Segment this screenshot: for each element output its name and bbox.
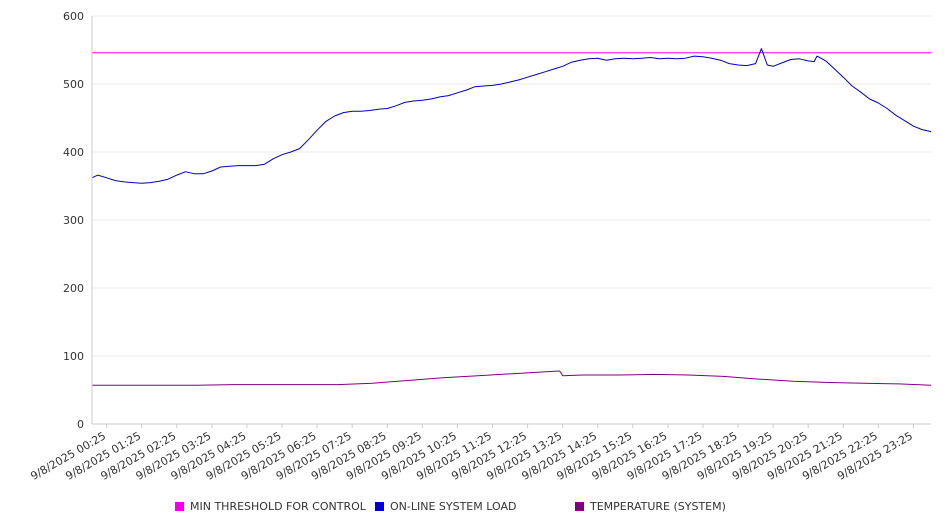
- legend-swatch-temperature: [575, 501, 584, 511]
- y-tick-label: 0: [77, 418, 84, 431]
- series-line-temperature: [92, 370, 932, 386]
- legend-swatch-min-threshold: [175, 501, 184, 511]
- y-tick-label: 500: [63, 78, 84, 91]
- y-tick-label: 600: [63, 10, 84, 23]
- series-line-system-load: [91, 48, 932, 184]
- legend: MIN THRESHOLD FOR CONTROL ON-LINE SYSTEM…: [0, 498, 946, 514]
- legend-label-system-load: ON-LINE SYSTEM LOAD: [390, 499, 517, 513]
- y-axis-tick-labels: 0 100 200 300 400 500 600: [63, 10, 84, 431]
- legend-item-min-threshold: MIN THRESHOLD FOR CONTROL: [175, 498, 366, 514]
- y-tick-label: 400: [63, 146, 84, 159]
- y-tick-label: 200: [63, 282, 84, 295]
- legend-label-min-threshold: MIN THRESHOLD FOR CONTROL: [190, 499, 366, 513]
- legend-label-temperature: TEMPERATURE (SYSTEM): [590, 499, 726, 513]
- legend-item-temperature: TEMPERATURE (SYSTEM): [575, 498, 726, 514]
- y-tick-label: 100: [63, 350, 84, 363]
- gridlines: [92, 15, 931, 357]
- x-axis-tick-labels: 9/8/2025 00:259/8/2025 01:259/8/2025 02:…: [28, 424, 915, 483]
- legend-item-system-load: ON-LINE SYSTEM LOAD: [375, 498, 516, 514]
- series-lines: [91, 48, 932, 386]
- y-tick-label: 300: [63, 214, 84, 227]
- legend-swatch-system-load: [375, 501, 384, 511]
